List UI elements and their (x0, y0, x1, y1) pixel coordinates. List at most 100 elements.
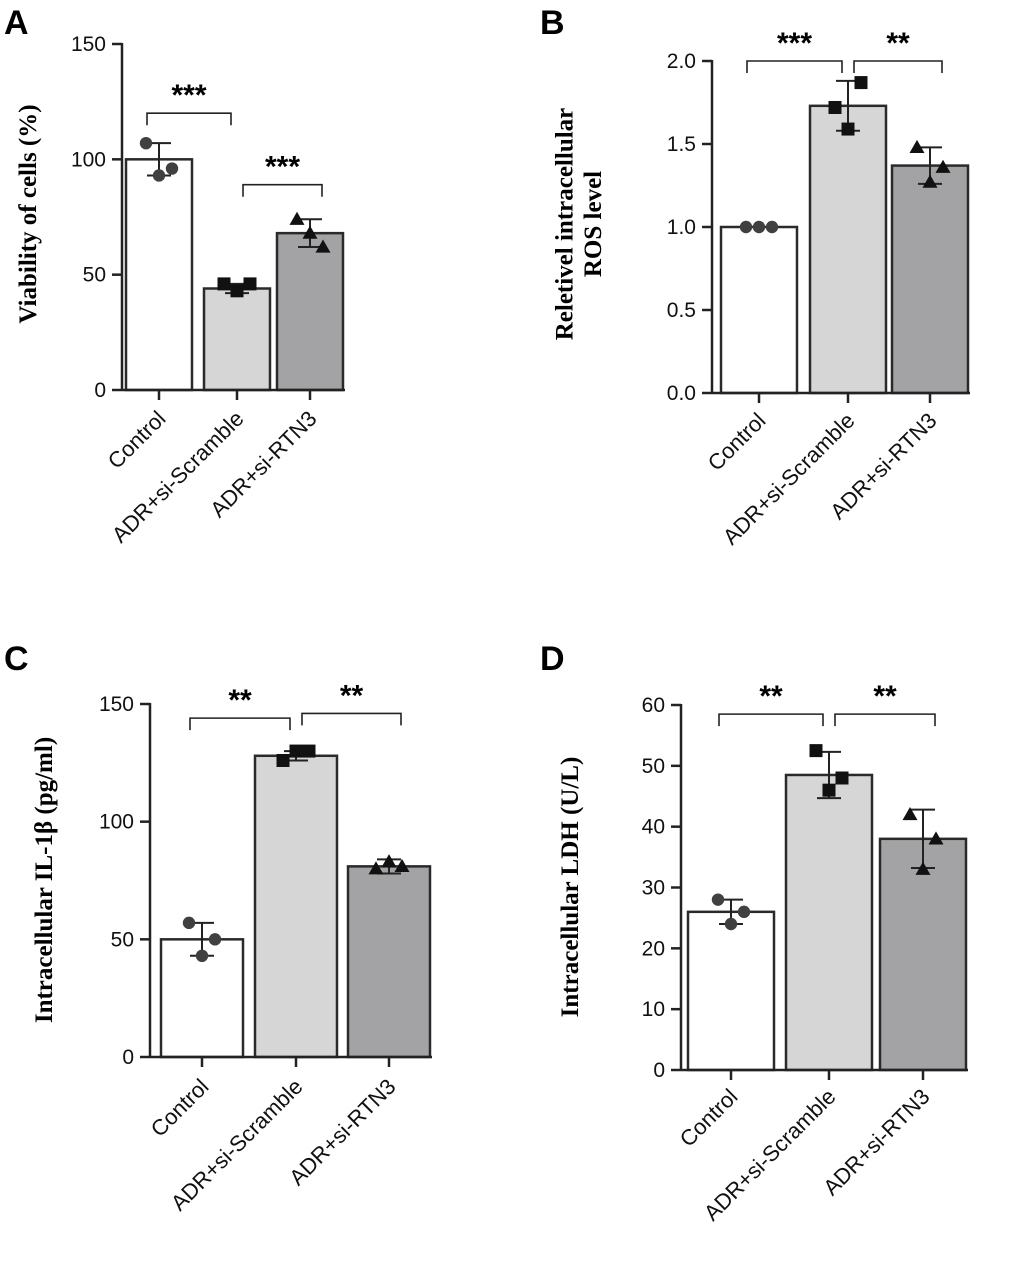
significance-bracket (853, 60, 943, 73)
y-tick-label: 10 (642, 998, 665, 1021)
significance-label: ** (759, 680, 783, 713)
data-point (935, 159, 951, 173)
data-point (182, 916, 196, 930)
significance-bracket (746, 60, 843, 73)
significance-bracket (189, 717, 291, 731)
y-tick-label: 60 (642, 694, 665, 717)
data-point (822, 783, 836, 797)
significance-bracket (834, 713, 936, 727)
x-tick-label: Control (146, 1074, 214, 1142)
data-point (381, 854, 397, 868)
y-tick-label: 0.0 (667, 382, 696, 405)
y-axis-label-line: Reletivel intracellular (551, 108, 578, 341)
panel-a: A Viability of cells (%) 0 50 100 150 ControlA… (4, 4, 345, 548)
data-point (828, 100, 842, 114)
bar (124, 158, 194, 392)
y-tick-label: 40 (642, 816, 665, 839)
bar (784, 773, 874, 1072)
significance-label: ** (340, 679, 364, 712)
y-tick-label: 1.5 (667, 133, 696, 156)
significance-label: ** (886, 27, 910, 60)
data-point (711, 893, 725, 906)
data-point (165, 162, 179, 175)
data-point (922, 174, 938, 188)
y-tick-label: 20 (642, 937, 665, 960)
bar (686, 910, 776, 1072)
y-tick-label: 2.0 (667, 50, 696, 73)
x-tick-label: Control (103, 406, 171, 474)
y-tick-label: 150 (99, 693, 134, 716)
panel-c: C Intracellular IL-1β (pg/ml) 0 50 100 150 Con… (4, 640, 432, 1216)
x-tick-label: Control (675, 1084, 743, 1152)
y-tick-label: 30 (642, 877, 665, 900)
panel-letter: B (540, 4, 565, 42)
data-point (854, 76, 868, 90)
y-tick-label: 50 (83, 264, 106, 287)
data-point (243, 277, 257, 291)
significance-label: ** (228, 684, 252, 717)
data-point (230, 284, 244, 298)
y-tick-label: 50 (111, 928, 134, 951)
data-point (368, 861, 384, 875)
data-point (752, 220, 766, 234)
significance-label: ** (873, 680, 897, 713)
significance-bracket (718, 713, 824, 727)
data-point (394, 858, 410, 873)
y-axis-label-line: ROS level (580, 171, 607, 277)
data-point (152, 169, 166, 182)
y-tick-label: 0 (94, 379, 106, 402)
data-point (835, 771, 849, 785)
data-point (302, 225, 318, 239)
data-point (217, 277, 231, 291)
data-point (739, 220, 753, 234)
y-tick-label: 50 (642, 755, 665, 778)
y-tick-label: 0.5 (667, 299, 696, 322)
panel-letter: D (540, 640, 565, 678)
data-point (276, 753, 290, 767)
bar (719, 225, 799, 395)
data-point (841, 122, 855, 136)
y-axis-label: Viability of cells (%) (15, 104, 42, 323)
data-point (195, 949, 209, 963)
bar (890, 164, 970, 395)
data-point (289, 211, 305, 225)
bar (159, 938, 245, 1059)
x-tick-label: ADR+si-Scramble (107, 406, 249, 548)
panel-letter: A (4, 4, 29, 42)
data-point (724, 917, 738, 931)
bar (808, 104, 888, 395)
x-tick-label: Control (703, 408, 771, 476)
data-point (902, 807, 918, 821)
significance-bracket (301, 712, 402, 726)
significance-label: *** (265, 151, 300, 184)
panel-b: B Reletivel intracellularROS level 0.0 0.5 1… (540, 4, 970, 550)
data-point (915, 861, 931, 875)
y-tick-label: 100 (99, 811, 134, 834)
data-point (909, 139, 925, 153)
data-point (302, 744, 316, 758)
y-tick-label: 0 (653, 1059, 665, 1082)
significance-bracket (242, 183, 323, 197)
y-axis-label: Intracellular IL-1β (pg/ml) (31, 737, 58, 1023)
panel-d: D Intracellular LDH (U/L) 0 10 20 30 40 50 60 Con… (540, 640, 968, 1226)
data-point (737, 905, 751, 919)
panel-letter: C (4, 640, 29, 678)
significance-bracket (146, 112, 232, 126)
data-point (208, 933, 222, 946)
y-axis-label: Reletivel intracellularROS level (551, 108, 607, 341)
y-axis-label: Intracellular LDH (U/L) (557, 757, 584, 1018)
y-tick-label: 1.0 (667, 216, 696, 239)
y-tick-label: 150 (71, 33, 106, 56)
data-point (315, 239, 331, 253)
data-point (809, 744, 823, 758)
bar (202, 287, 272, 392)
data-point (928, 831, 944, 845)
data-point (139, 136, 153, 150)
significance-label: *** (171, 79, 206, 112)
bar (346, 865, 432, 1059)
data-point (765, 220, 779, 234)
y-tick-label: 0 (122, 1046, 134, 1069)
bar (253, 754, 339, 1059)
y-tick-label: 100 (71, 148, 106, 171)
